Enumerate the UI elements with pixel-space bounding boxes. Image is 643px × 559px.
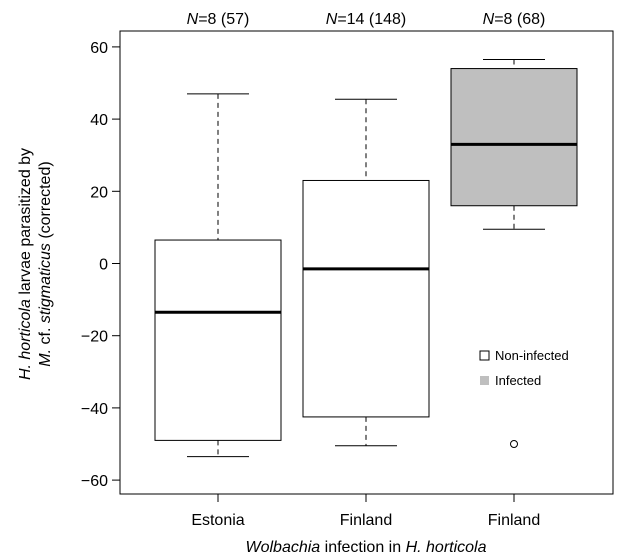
y-tick-label: −20 [81,329,108,346]
legend-label-non-infected: Non-infected [495,348,569,363]
outlier-point [510,440,518,448]
legend: Non-infected Infected [479,348,569,388]
box-2 [302,98,430,447]
x-tick-label: Estonia [191,512,244,529]
y-axis: −60 −40 −20 0 20 40 60 [81,40,121,490]
sample-size-label: N=14 (148) [326,11,407,28]
iqr-box [302,179,430,418]
sample-size-label: N=8 (57) [187,11,250,28]
y-tick-label: 40 [90,112,108,129]
y-tick-label: 20 [90,184,108,201]
legend-swatch-non-infected [479,350,490,361]
y-tick-label: 60 [90,40,108,57]
x-axis: Estonia Finland Finland [191,493,540,529]
legend-swatch-infected [480,376,489,385]
y-tick-label: 0 [99,257,108,274]
x-tick-label: Finland [488,512,540,529]
group-annotations: N=8 (57) N=14 (148) N=8 (68) [187,11,546,28]
iqr-box [154,239,282,441]
boxes [154,59,578,458]
iqr-box [450,68,578,207]
x-tick-label: Finland [340,512,392,529]
sample-size-label: N=8 (68) [483,11,546,28]
y-axis-title-line2: M. cf. stigmaticus (corrected) [37,161,54,366]
x-axis-title: Wolbachia infection in H. horticola [245,539,486,556]
legend-label-infected: Infected [495,373,541,388]
box-3 [450,59,578,448]
y-tick-label: −40 [81,401,108,418]
y-axis-title-line1: H. horticola larvae parasitized by [17,148,34,380]
y-tick-label: −60 [81,473,108,490]
box-1 [154,93,282,458]
